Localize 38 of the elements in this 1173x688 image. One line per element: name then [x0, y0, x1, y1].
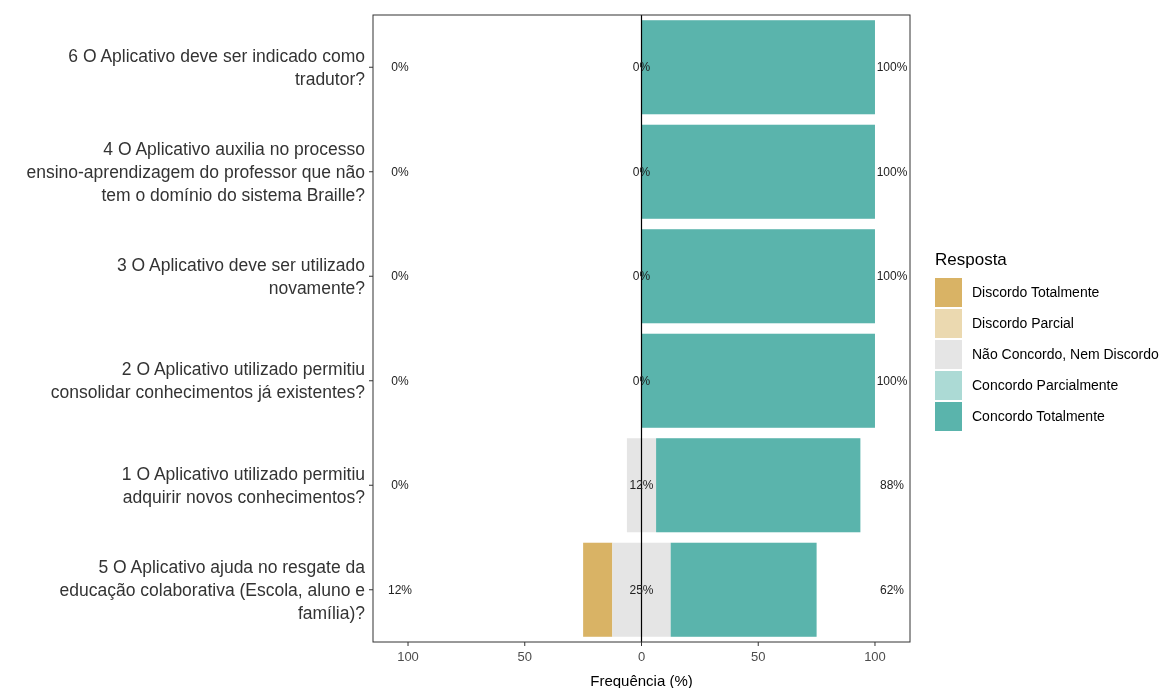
- bar: [656, 438, 861, 533]
- annotation: 0%: [391, 60, 409, 75]
- y-tick-label: 4 O Aplicativo auxilia no processo ensino-aprendizagem do professor que não tem o domínio do sistema Braille?: [26, 138, 366, 205]
- y-tick-label: 5 O Aplicativo ajuda no resgate da educação colaborativa (Escola, aluno e família)?: [59, 556, 366, 623]
- bar: [612, 542, 671, 637]
- legend-label: Concordo Parcialmente: [972, 377, 1119, 393]
- legend-label: Discordo Parcial: [972, 315, 1074, 331]
- annotation: 62%: [879, 582, 905, 597]
- annotation: 0%: [391, 164, 409, 179]
- legend-label: Discordo Totalmente: [972, 284, 1100, 300]
- legend-label: Concordo Totalmente: [972, 408, 1106, 424]
- annotation: 12%: [387, 582, 413, 597]
- x-tick-label: 100: [864, 649, 886, 664]
- annotation: 0%: [391, 373, 409, 388]
- annotation: 0%: [632, 373, 651, 388]
- y-tick-label: 1 O Aplicativo utilizado permitiu adquirir novos conhecimentos?: [121, 463, 366, 507]
- bar: [670, 542, 817, 637]
- y-tick-label: 3 O Aplicativo deve ser utilizado novamente?: [116, 254, 366, 298]
- annotation: 0%: [632, 164, 651, 179]
- annotation: 100%: [876, 269, 908, 284]
- annotation: 0%: [391, 478, 409, 493]
- annotation: 100%: [876, 164, 908, 179]
- x-tick-label: 50: [517, 649, 532, 664]
- bar: [626, 438, 657, 533]
- x-tick-label: 100: [397, 649, 419, 664]
- y-tick-label: 6 O Aplicativo deve ser indicado como tradutor?: [68, 45, 366, 89]
- y-tick-label: 2 O Aplicativo utilizado permitiu consolidar conhecimentos já existentes?: [50, 359, 366, 403]
- annotation: 88%: [879, 478, 905, 493]
- annotation: 0%: [632, 269, 651, 284]
- x-tick-label: 0: [637, 649, 646, 664]
- legend-title: Resposta: [935, 250, 1008, 269]
- annotation: 100%: [876, 60, 908, 75]
- annotation: 0%: [632, 60, 651, 75]
- bar: [583, 542, 613, 637]
- annotation: 0%: [391, 269, 409, 284]
- x-tick-label: 50: [751, 649, 766, 664]
- annotation: 100%: [876, 373, 908, 388]
- legend-label: Não Concordo, Nem Discordo: [972, 346, 1159, 362]
